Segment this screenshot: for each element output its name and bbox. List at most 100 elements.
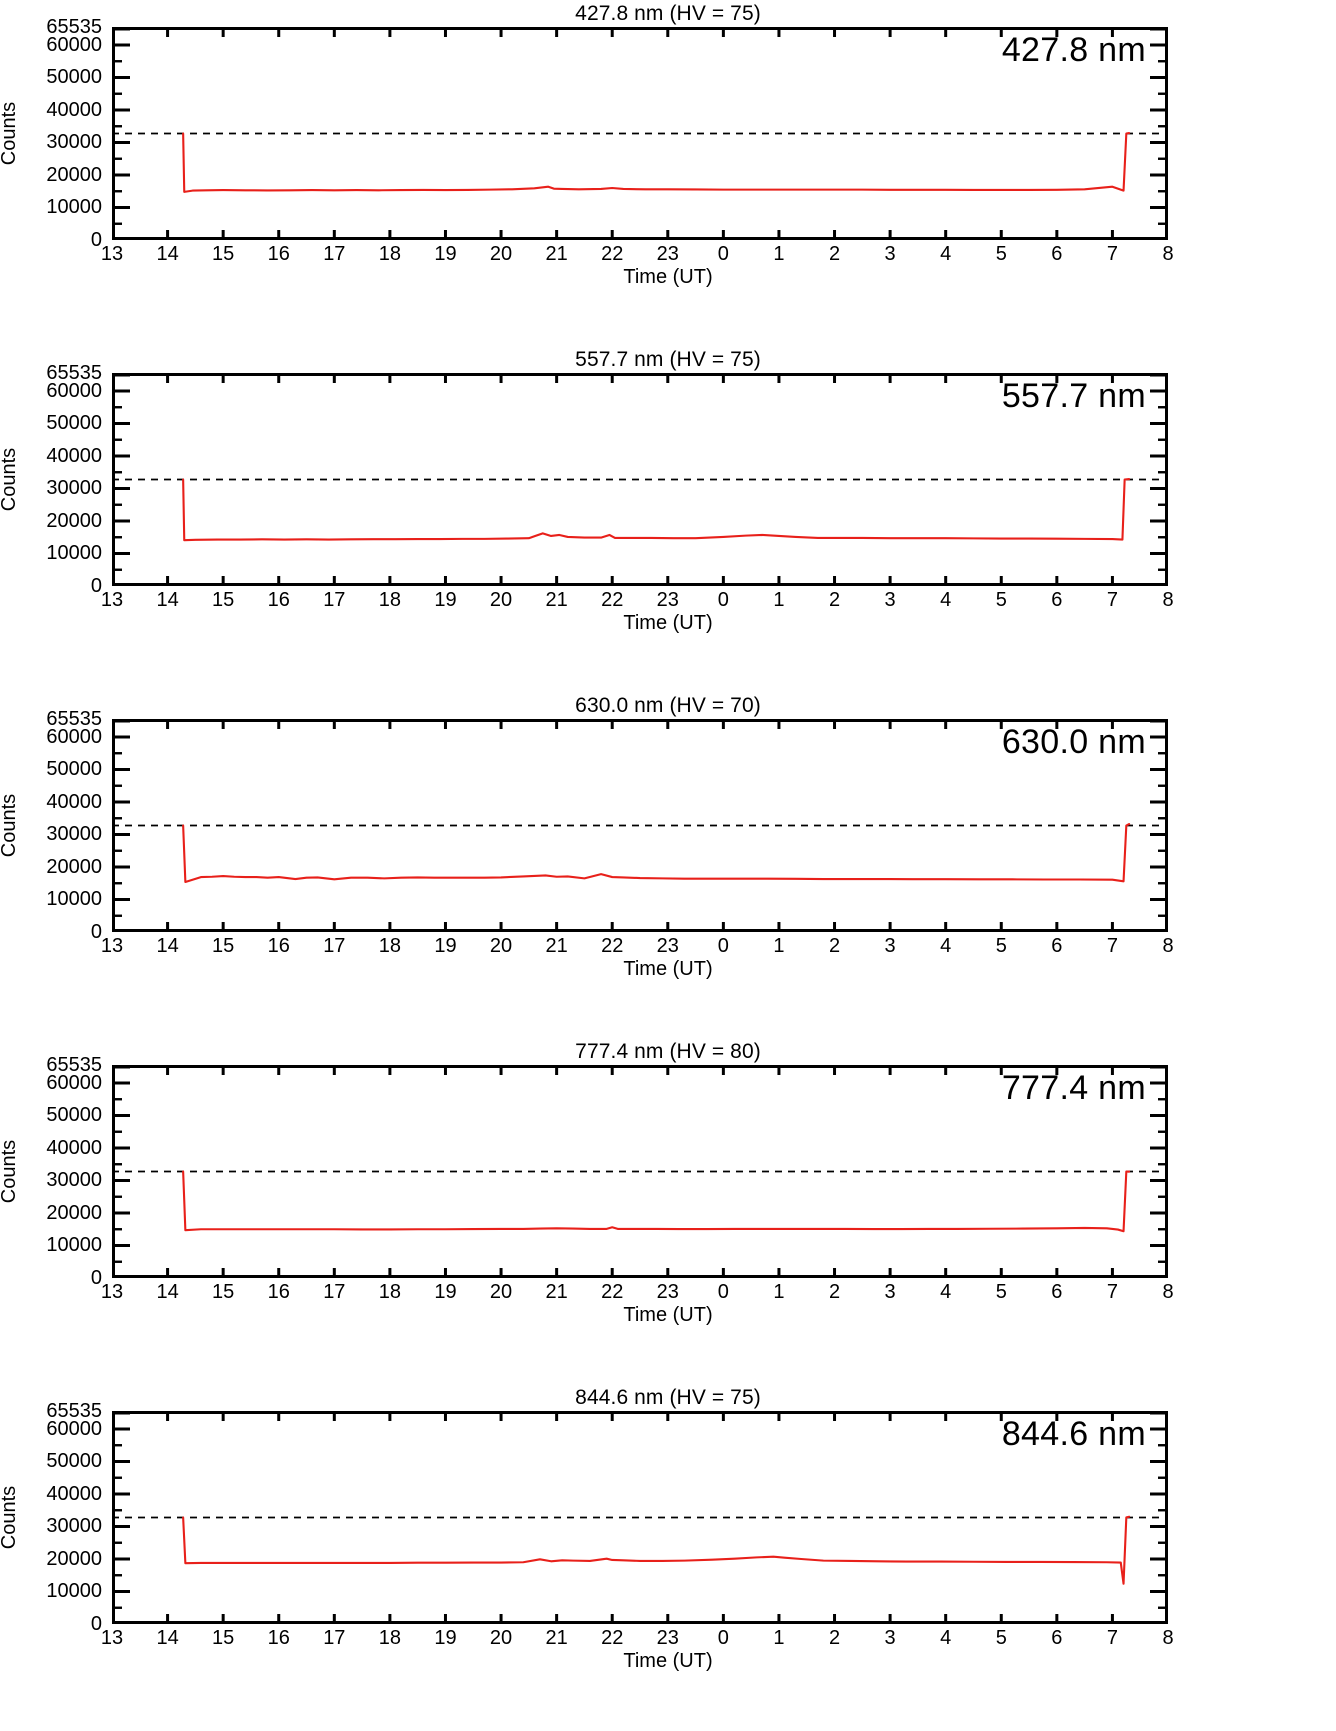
plot-canvas <box>112 373 1168 586</box>
data-trace <box>182 1170 1131 1233</box>
x-tick-label: 18 <box>378 1281 402 1303</box>
x-tick-label: 8 <box>1162 1281 1174 1303</box>
x-tick-label: 13 <box>100 935 124 957</box>
x-tick-label: 15 <box>212 1281 235 1303</box>
x-tick-label: 23 <box>656 243 679 265</box>
y-tick-label: 50000 <box>46 66 102 89</box>
x-axis-title: Time (UT) <box>623 266 713 288</box>
x-tick-label: 14 <box>156 1281 179 1303</box>
x-tick-label-group: 13 14 15 16 17 18 19 20 21 22 23 0 1 2 3 4 5 6 7 8 <box>101 1281 1174 1307</box>
x-tick-label: 22 <box>601 935 624 957</box>
y-tick-label: 40000 <box>46 790 102 813</box>
x-tick-label: 6 <box>1051 1627 1063 1649</box>
x-tick-label: 14 <box>156 935 179 957</box>
x-tick-label: 5 <box>995 1281 1007 1303</box>
y-tick-label: 30000 <box>46 131 102 154</box>
x-tick-label: 0 <box>717 1627 729 1649</box>
y-tick-label-group: 0 10000 20000 30000 40000 50000 60000 65535 <box>0 1055 108 1288</box>
chart-panel: 427.8 nm (HV = 75) Counts 0 10000 20000 30000… <box>0 0 1336 346</box>
x-tick-label: 14 <box>156 243 179 265</box>
x-tick-label-group: 13 14 15 16 17 18 19 20 21 22 23 0 1 2 3 4 5 6 7 8 <box>101 935 1174 961</box>
y-tick-label: 65535 <box>46 708 102 730</box>
y-tick-label: 50000 <box>46 412 102 435</box>
x-tick-label: 0 <box>717 589 729 611</box>
x-tick-label: 22 <box>601 1627 624 1649</box>
x-tick-label: 7 <box>1106 1627 1118 1649</box>
y-tick-label: 65535 <box>46 1400 102 1422</box>
x-tick-label: 20 <box>489 243 513 265</box>
chart-panel: 844.6 nm (HV = 75) Counts 0 10000 20000 30000… <box>0 1384 1336 1730</box>
x-tick-label: 22 <box>601 589 624 611</box>
y-tick-label-group: 0 10000 20000 30000 40000 50000 60000 65535 <box>0 709 108 942</box>
x-tick-label: 15 <box>212 589 235 611</box>
x-tick-label: 3 <box>884 935 896 957</box>
x-tick-label: 23 <box>656 1627 679 1649</box>
x-tick-label: 15 <box>212 243 235 265</box>
x-tick-label: 21 <box>545 589 568 611</box>
plot-canvas <box>112 27 1168 240</box>
panel-title: 557.7 nm (HV = 75) <box>575 348 761 371</box>
y-tick-label: 30000 <box>46 1515 102 1538</box>
panel-annotation: 427.8 nm <box>1001 31 1146 69</box>
panel-annotation: 630.0 nm <box>1001 723 1146 761</box>
x-tick-label: 2 <box>828 1627 841 1649</box>
y-tick-label: 40000 <box>46 1482 102 1505</box>
y-tick-label: 65535 <box>46 362 102 384</box>
x-axis-title: Time (UT) <box>623 612 713 634</box>
x-tick-label: 19 <box>434 243 457 265</box>
y-tick-label: 65535 <box>46 1054 102 1076</box>
y-tick-label: 0 <box>90 921 102 943</box>
x-tick-label: 17 <box>323 1281 346 1303</box>
y-tick-label: 50000 <box>46 758 102 781</box>
x-tick-label: 14 <box>156 1627 179 1649</box>
x-tick-label: 8 <box>1162 589 1174 611</box>
y-tick-label: 20000 <box>46 1201 102 1224</box>
x-tick-label: 3 <box>884 1627 896 1649</box>
y-tick-label: 30000 <box>46 823 102 846</box>
y-tick-label: 60000 <box>46 725 102 748</box>
x-tick-label: 20 <box>489 1627 513 1649</box>
x-tick-label: 3 <box>884 243 896 265</box>
y-tick-label: 10000 <box>46 1580 102 1603</box>
y-tick-label: 60000 <box>46 1071 102 1094</box>
x-tick-label: 4 <box>940 1627 952 1649</box>
y-tick-label: 30000 <box>46 477 102 500</box>
x-tick-label: 21 <box>545 1627 568 1649</box>
x-tick-label: 16 <box>267 1281 290 1303</box>
plot-area: 777.4 nm <box>112 1065 1168 1278</box>
x-tick-label: 18 <box>378 935 402 957</box>
y-tick-label: 20000 <box>46 855 102 878</box>
data-trace <box>182 1515 1131 1585</box>
x-tick-label: 16 <box>267 1627 290 1649</box>
y-tick-label: 30000 <box>46 1169 102 1192</box>
x-tick-label: 4 <box>940 935 952 957</box>
x-tick-label: 6 <box>1051 589 1063 611</box>
x-tick-label: 20 <box>489 589 513 611</box>
x-tick-label: 17 <box>323 935 346 957</box>
x-tick-label: 1 <box>773 243 785 265</box>
x-tick-label: 19 <box>434 589 457 611</box>
x-tick-label: 3 <box>884 1281 896 1303</box>
y-tick-label-group: 0 10000 20000 30000 40000 50000 60000 65535 <box>0 1401 108 1634</box>
x-tick-label: 16 <box>267 589 290 611</box>
y-tick-label: 0 <box>90 575 102 597</box>
x-tick-label: 20 <box>489 935 513 957</box>
x-tick-label: 13 <box>100 1281 124 1303</box>
x-tick-label: 4 <box>940 589 952 611</box>
data-trace <box>182 132 1131 193</box>
chart-panel: 557.7 nm (HV = 75) Counts 0 10000 20000 30000… <box>0 346 1336 692</box>
chart-panel: 630.0 nm (HV = 70) Counts 0 10000 20000 30000… <box>0 692 1336 1038</box>
x-tick-label: 13 <box>100 243 124 265</box>
x-tick-label: 17 <box>323 589 346 611</box>
x-tick-label: 13 <box>100 1627 124 1649</box>
x-tick-label: 18 <box>378 1627 402 1649</box>
x-tick-label: 6 <box>1051 243 1063 265</box>
x-tick-label-group: 13 14 15 16 17 18 19 20 21 22 23 0 1 2 3 4 5 6 7 8 <box>101 1627 1174 1653</box>
x-tick-label: 22 <box>601 243 624 265</box>
x-tick-label: 1 <box>773 589 785 611</box>
x-tick-label: 15 <box>212 1627 235 1649</box>
x-tick-label: 23 <box>656 935 679 957</box>
y-tick-label: 10000 <box>46 196 102 219</box>
x-tick-label: 6 <box>1051 935 1063 957</box>
